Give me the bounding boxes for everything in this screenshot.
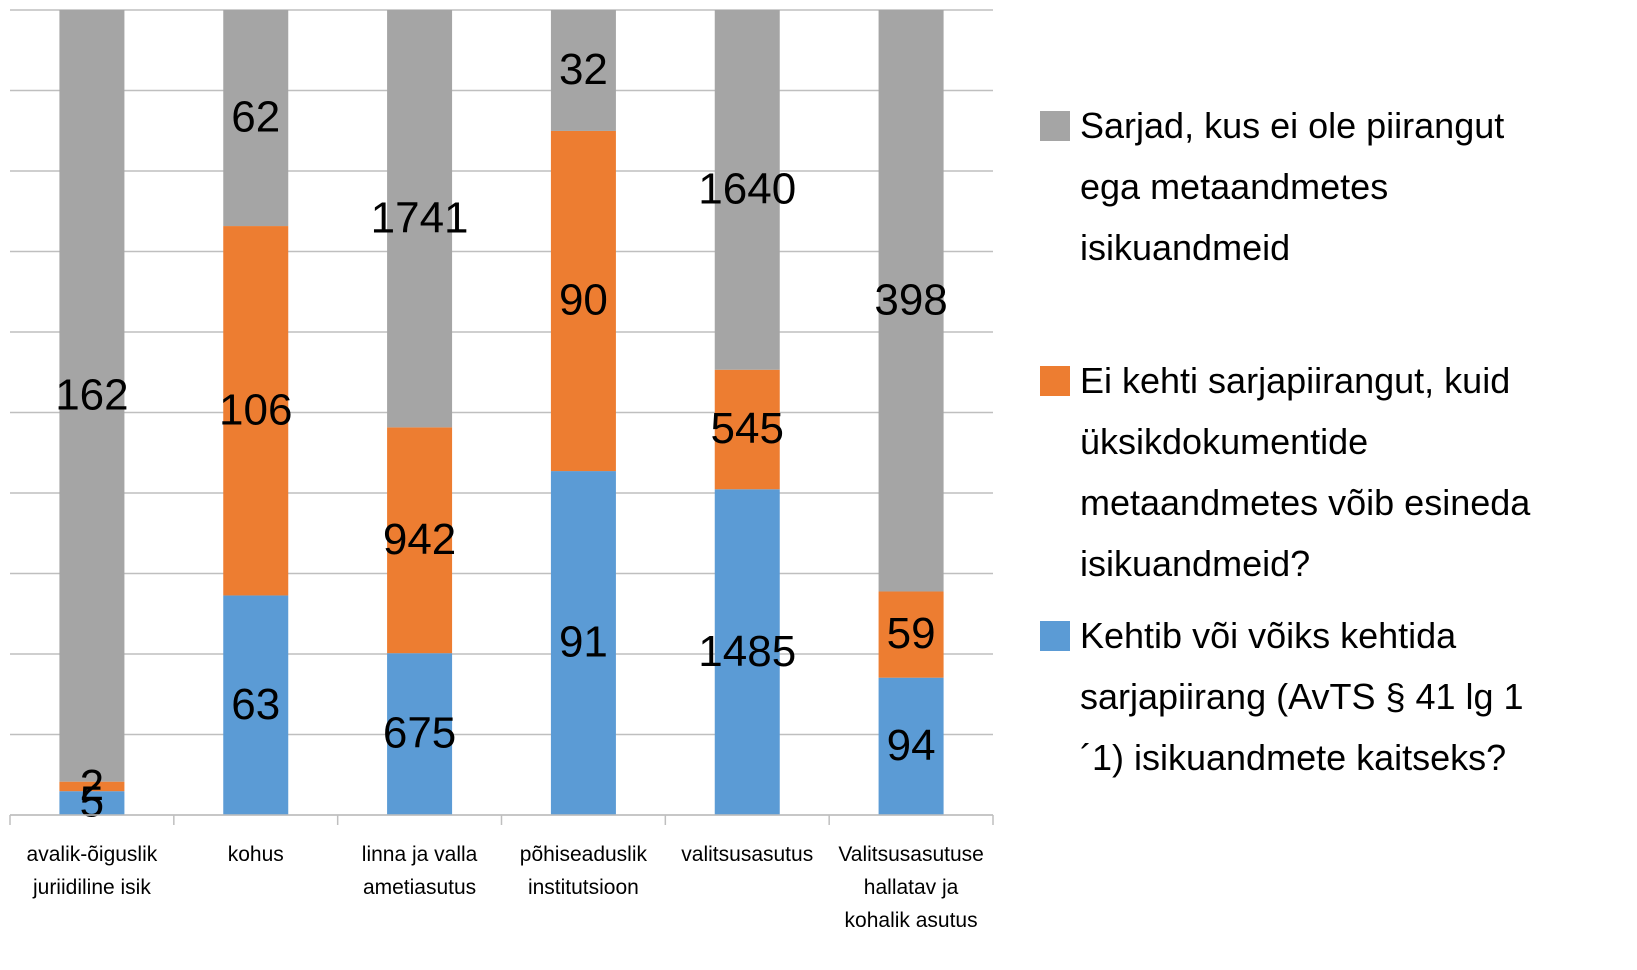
x-tick-label: valitsusasutus: [681, 843, 814, 866]
data-label: 90: [559, 276, 608, 325]
bar-segment: [550, 10, 616, 131]
data-label: 91: [559, 618, 608, 667]
legend-label: Kehtib või võiks kehtida sarjapiirang (A…: [1080, 615, 1524, 778]
x-tick-label: avalik-õiguslik juriidiline isik: [26, 843, 158, 899]
data-label: 398: [874, 275, 947, 324]
bar-segment: [59, 10, 125, 782]
x-tick-label: põhiseaduslik institutsioon: [519, 843, 648, 899]
bar-segment: [387, 10, 453, 428]
bar-segment: [387, 427, 453, 654]
data-label: 32: [559, 45, 608, 94]
bar-segment: [59, 781, 125, 792]
data-label: 5: [80, 778, 104, 827]
bar-segment: [878, 591, 944, 678]
bar-segment: [223, 226, 289, 596]
bar-segment: [223, 595, 289, 815]
bar-segment: [878, 10, 944, 592]
legend-swatch: [1040, 111, 1070, 141]
legend-item: Kehtib või võiks kehtida sarjapiirang (A…: [1040, 605, 1630, 788]
bar-segment: [387, 653, 453, 815]
legend-label: Sarjad, kus ei ole piirangut ega metaand…: [1080, 105, 1505, 268]
data-label: 1640: [698, 164, 796, 213]
x-tick-label: Valitsusasutuse hallatav ja kohalik asut…: [838, 843, 984, 932]
data-label: 59: [887, 609, 936, 658]
data-label: 942: [383, 515, 456, 564]
legend-item: Ei kehti sarjapiirangut, kuid üksikdokum…: [1040, 350, 1630, 594]
data-label: 63: [231, 680, 280, 729]
data-label: 675: [383, 709, 456, 758]
data-label: 106: [219, 385, 292, 434]
data-label: 62: [231, 93, 280, 142]
legend-swatch: [1040, 621, 1070, 651]
data-label: 1485: [698, 627, 796, 676]
legend-swatch: [1040, 366, 1070, 396]
data-label: 162: [55, 370, 128, 419]
bar-segment: [714, 10, 780, 370]
legend-label: Ei kehti sarjapiirangut, kuid üksikdokum…: [1080, 360, 1531, 584]
data-label: 545: [711, 404, 784, 453]
bar-segment: [59, 791, 125, 815]
legend-item: Sarjad, kus ei ole piirangut ega metaand…: [1040, 95, 1630, 278]
x-tick-label: linna ja valla ametiasutus: [361, 843, 478, 899]
bar-segment: [714, 489, 780, 815]
bar-segment: [878, 677, 944, 815]
bar-segment: [714, 369, 780, 490]
data-label: 94: [887, 721, 936, 770]
bar-segment: [223, 10, 289, 227]
bar-segment: [550, 471, 616, 815]
data-label: 2: [80, 761, 104, 810]
bar-segment: [550, 130, 616, 472]
data-label: 1741: [371, 193, 469, 242]
x-tick-label: kohus: [227, 843, 284, 866]
